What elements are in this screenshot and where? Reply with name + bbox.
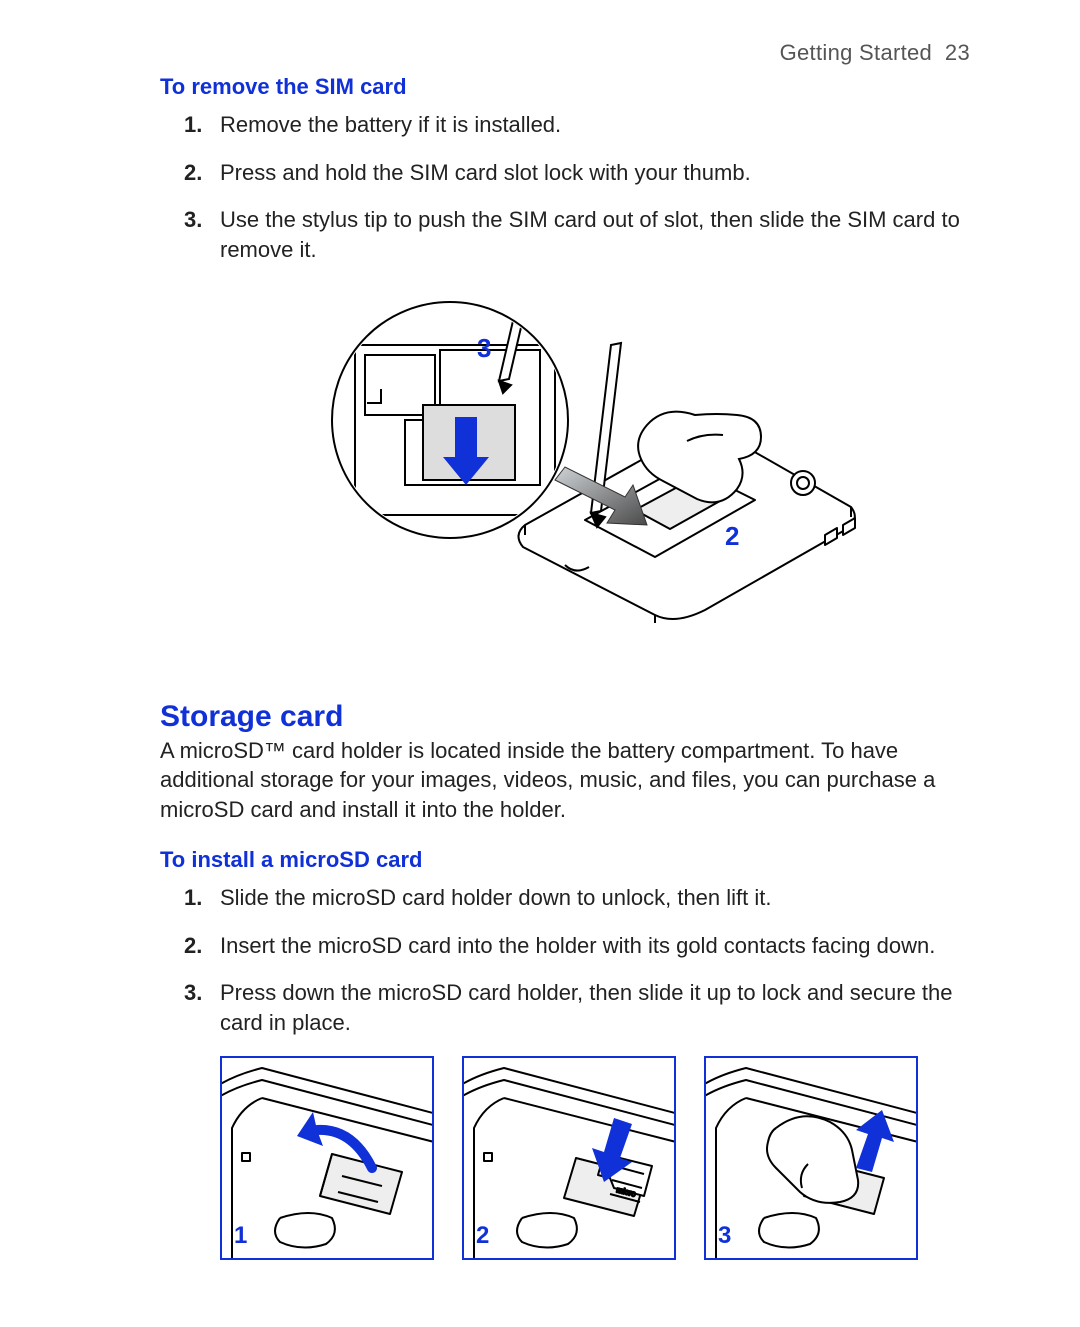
sim-illustration: 2 bbox=[160, 285, 970, 650]
step-text: Remove the battery if it is installed. bbox=[220, 112, 561, 137]
header-page-number: 23 bbox=[945, 40, 970, 65]
step-text: Press and hold the SIM card slot lock wi… bbox=[220, 160, 751, 185]
step-number: 1. bbox=[184, 883, 202, 913]
header-section: Getting Started bbox=[780, 40, 932, 65]
step-text: Slide the microSD card holder down to un… bbox=[220, 885, 772, 910]
panel-2-svg: micro bbox=[464, 1058, 674, 1258]
panel-label: 2 bbox=[476, 1222, 489, 1250]
step-number: 2. bbox=[184, 931, 202, 961]
microsd-panel-2: micro 2 bbox=[462, 1056, 676, 1260]
sim-step-2: 2. Press and hold the SIM card slot lock … bbox=[160, 158, 970, 188]
storage-title: Storage card bbox=[160, 700, 970, 734]
callout-3-label: 3 bbox=[477, 333, 491, 363]
panel-1-svg bbox=[222, 1058, 432, 1258]
panel-3-svg bbox=[706, 1058, 916, 1258]
sim-diagram-svg: 2 bbox=[255, 285, 875, 645]
sim-remove-heading: To remove the SIM card bbox=[160, 74, 970, 100]
microsd-panel-1: 1 bbox=[220, 1056, 434, 1260]
step-text: Use the stylus tip to push the SIM card … bbox=[220, 207, 960, 262]
microsd-step-3: 3. Press down the microSD card holder, th… bbox=[160, 978, 970, 1037]
microsd-install-steps: 1. Slide the microSD card holder down to … bbox=[160, 883, 970, 1038]
microsd-panels: 1 micro bbox=[220, 1056, 970, 1260]
panel-label: 3 bbox=[718, 1222, 731, 1250]
step-number: 2. bbox=[184, 158, 202, 188]
microsd-step-1: 1. Slide the microSD card holder down to … bbox=[160, 883, 970, 913]
step-number: 1. bbox=[184, 110, 202, 140]
sim-step-1: 1. Remove the battery if it is installed. bbox=[160, 110, 970, 140]
manual-page: Getting Started 23 To remove the SIM car… bbox=[0, 0, 1080, 1320]
page-header: Getting Started 23 bbox=[160, 40, 970, 66]
microsd-install-heading: To install a microSD card bbox=[160, 847, 970, 873]
step-text: Press down the microSD card holder, then… bbox=[220, 980, 953, 1035]
storage-intro: A microSD™ card holder is located inside… bbox=[160, 736, 970, 825]
sim-remove-steps: 1. Remove the battery if it is installed.… bbox=[160, 110, 970, 265]
callout-2-label: 2 bbox=[725, 521, 739, 551]
sim-step-3: 3. Use the stylus tip to push the SIM car… bbox=[160, 205, 970, 264]
microsd-panel-3: 3 bbox=[704, 1056, 918, 1260]
step-number: 3. bbox=[184, 978, 202, 1008]
panel-label: 1 bbox=[234, 1222, 247, 1250]
step-text: Insert the microSD card into the holder … bbox=[220, 933, 935, 958]
step-number: 3. bbox=[184, 205, 202, 235]
microsd-step-2: 2. Insert the microSD card into the holde… bbox=[160, 931, 970, 961]
